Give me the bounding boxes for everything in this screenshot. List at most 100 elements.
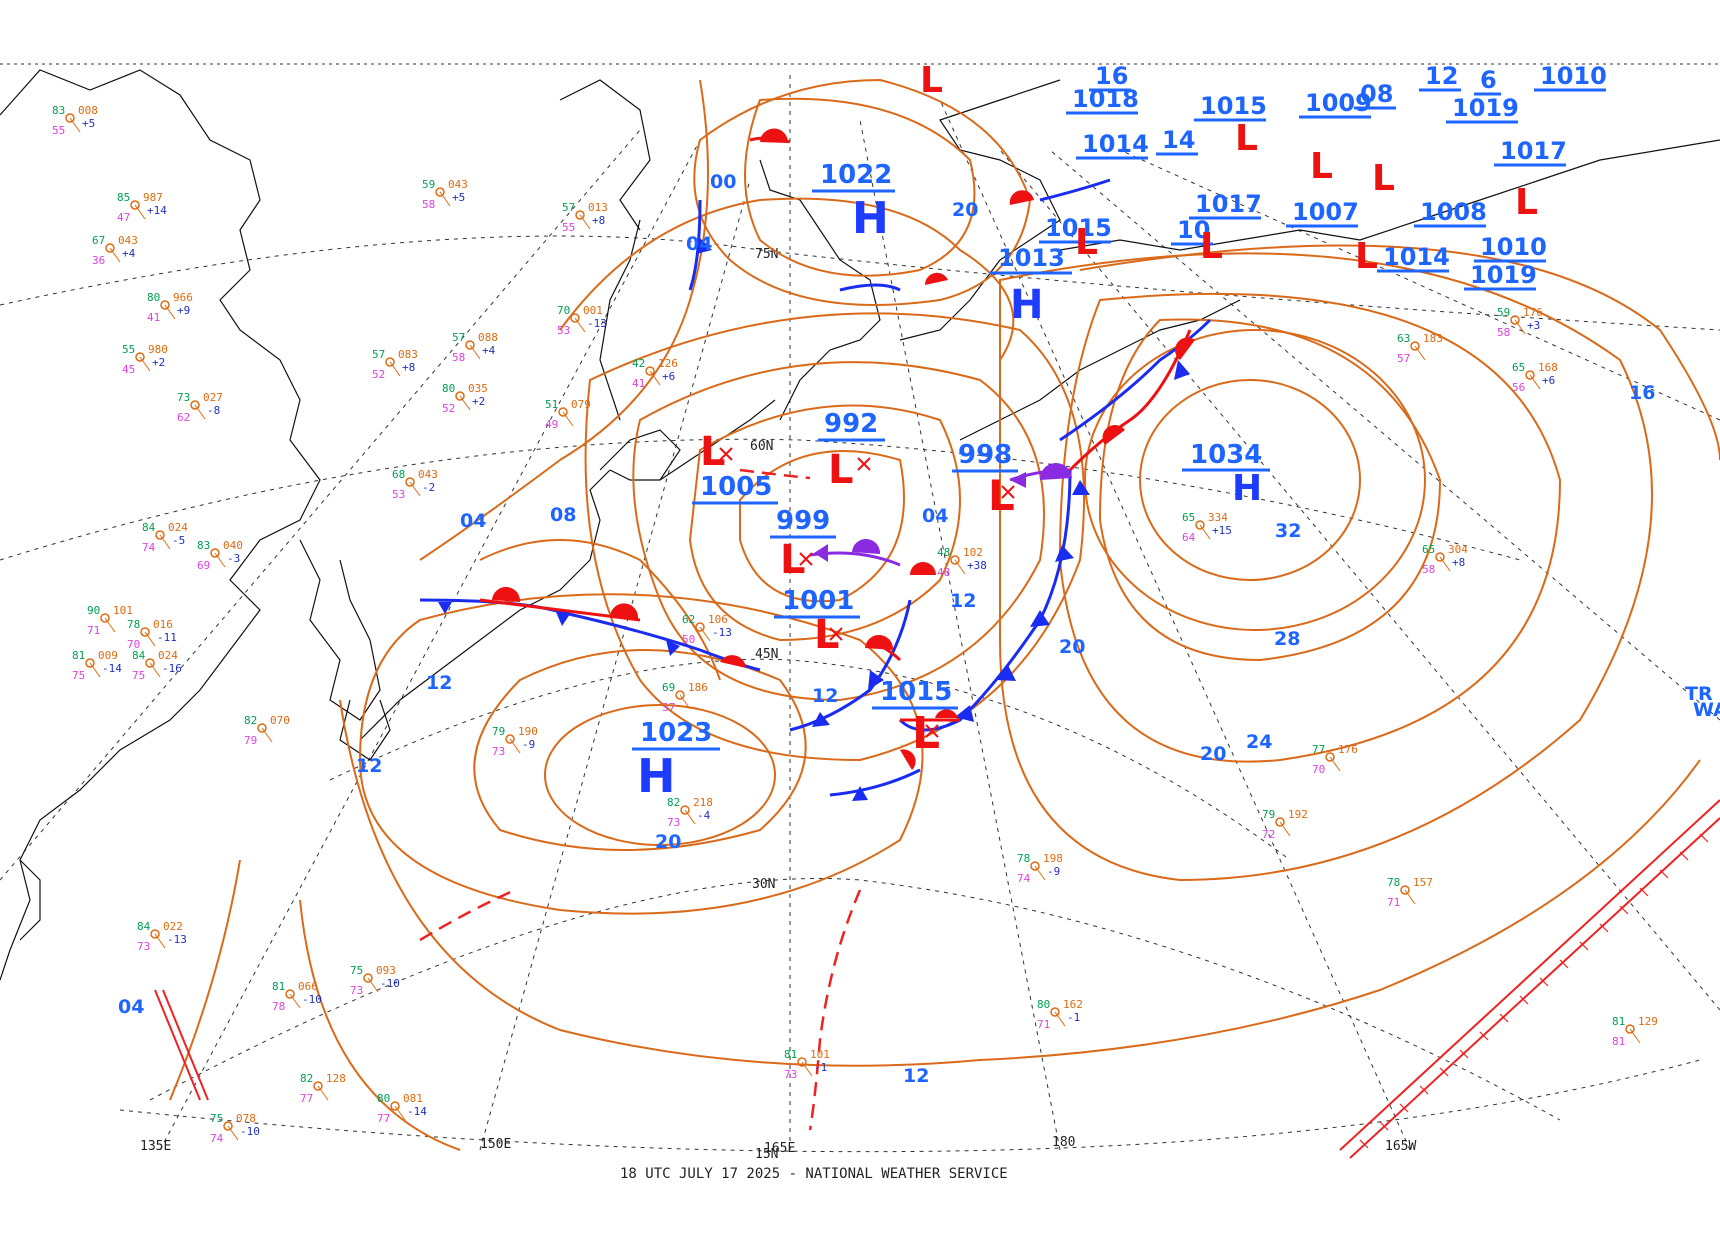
station-pressure: 101 <box>113 604 133 617</box>
station-dewpoint: 58 <box>452 351 465 364</box>
trough-jp <box>739 468 811 480</box>
cold-front-bottom <box>829 768 921 797</box>
station-wind-barb <box>1279 821 1291 837</box>
cold-front-kamchatka <box>839 283 901 292</box>
station-dewpoint: 55 <box>52 124 65 137</box>
station-model: 68 043-2 53 <box>392 468 438 501</box>
station-tendency: +14 <box>147 204 167 217</box>
station-wind-barb <box>579 214 591 230</box>
station-temperature: 77 <box>1312 743 1325 756</box>
lon-label-150e: 150E <box>480 1137 511 1152</box>
lon-label-165w: 165W <box>1385 1139 1416 1154</box>
station-temperature: 55 <box>122 343 135 356</box>
station-circle <box>145 658 155 668</box>
station-circle <box>285 989 295 999</box>
station-wind-barb <box>69 117 81 133</box>
station-circle <box>680 805 690 815</box>
station-wind-barb <box>1439 556 1451 572</box>
station-temperature: 80 <box>147 291 160 304</box>
station-temperature: 79 <box>492 725 505 738</box>
map-footer-caption: 18 UTC JULY 17 2025 - NATIONAL WEATHER S… <box>620 1166 1008 1182</box>
coast-alaska <box>1059 139 1720 251</box>
edge-text-line2: WA <box>1693 699 1720 721</box>
station-wind-barb <box>289 993 301 1009</box>
station-pressure: 022 <box>163 920 183 933</box>
station-temperature: 78 <box>1017 852 1030 865</box>
station-dewpoint: 49 <box>545 418 558 431</box>
station-pressure: 016 <box>153 618 173 631</box>
lat-label-75n: 75N <box>755 247 778 262</box>
station-circle <box>695 622 705 632</box>
isobar-label: 16 <box>1629 382 1655 404</box>
station-tendency: +2 <box>472 395 485 408</box>
station-model: 81 009-14 75 <box>72 649 122 682</box>
station-tendency: -9 <box>1047 865 1060 878</box>
station-pressure: 001 <box>583 304 603 317</box>
grid-labels: 75N 60N 45N 30N 15N 135E 150E 165E 180 1… <box>140 247 1416 1162</box>
station-tendency: -9 <box>522 738 535 751</box>
station-wind-barb <box>1629 1028 1641 1044</box>
station-wind-barb <box>1034 865 1046 881</box>
high-1023-letter: H <box>637 749 676 803</box>
low-998-value: 998 <box>958 440 1012 470</box>
station-temperature: 79 <box>1262 808 1275 821</box>
station-wind-barb <box>574 317 586 333</box>
isobar-label: 20 <box>1059 636 1085 658</box>
station-wind-barb <box>1054 1011 1066 1027</box>
isobar-label: 00 <box>710 171 736 193</box>
station-model: 70 001-13 53 <box>557 304 607 337</box>
station-temperature: 84 <box>137 920 151 933</box>
lat-label-60n: 60N <box>750 439 773 454</box>
station-temperature: 83 <box>52 104 65 117</box>
station-model: 57 013+8 55 <box>562 201 608 234</box>
station-model: 81 066-10 78 <box>272 980 322 1013</box>
station-pressure: 013 <box>588 201 608 214</box>
station-tendency: +3 <box>1527 319 1540 332</box>
top-pressure-label: 12 <box>1425 62 1458 90</box>
station-pressure: 128 <box>326 1072 346 1085</box>
station-temperature: 83 <box>197 539 210 552</box>
station-tendency: -11 <box>157 631 177 644</box>
low-1015: 1015 L <box>872 677 958 759</box>
station-dewpoint: 57 <box>1397 352 1410 365</box>
isobar-label: 24 <box>1246 731 1272 753</box>
station-dewpoint: 41 <box>632 377 645 390</box>
station-temperature: 57 <box>452 331 465 344</box>
station-pressure: 079 <box>571 398 591 411</box>
station-circle <box>1325 752 1335 762</box>
high-1013-letter: H <box>1010 282 1043 328</box>
svg-text:L: L <box>1355 236 1378 277</box>
station-dewpoint: 72 <box>1262 828 1275 841</box>
top-pressure-label: 1008 <box>1420 198 1487 226</box>
station-tendency: -8 <box>207 404 220 417</box>
station-circle <box>505 734 515 744</box>
station-dewpoint: 73 <box>492 745 505 758</box>
station-dewpoint: 71 <box>87 624 100 637</box>
station-tendency: +38 <box>967 559 987 572</box>
itcz-band <box>154 799 1720 1159</box>
station-tendency: -13 <box>167 933 187 946</box>
station-circle <box>190 400 200 410</box>
station-dewpoint: 45 <box>122 363 135 376</box>
station-tendency: -3 <box>227 552 240 565</box>
station-circle <box>570 313 580 323</box>
station-tendency: -1 <box>1067 1011 1080 1024</box>
station-model: 62 106-13 50 <box>682 613 732 646</box>
station-circle <box>160 300 170 310</box>
station-dewpoint: 58 <box>422 198 435 211</box>
station-wind-barb <box>89 662 101 678</box>
isobar-1008 <box>299 899 461 1151</box>
coast-hokkaido <box>599 429 681 481</box>
station-circle <box>85 658 95 668</box>
station-wind-barb <box>649 370 661 386</box>
station-pressure: 980 <box>148 343 168 356</box>
isobar-1004-west <box>169 859 241 1101</box>
station-circle <box>363 973 373 983</box>
station-temperature: 51 <box>545 398 558 411</box>
station-model: 75 078-10 74 <box>210 1112 260 1145</box>
station-temperature: 82 <box>244 714 257 727</box>
station-wind-barb <box>261 727 273 743</box>
station-pressure: 088 <box>478 331 498 344</box>
station-tendency: -16 <box>162 662 182 675</box>
station-temperature: 59 <box>1497 306 1510 319</box>
